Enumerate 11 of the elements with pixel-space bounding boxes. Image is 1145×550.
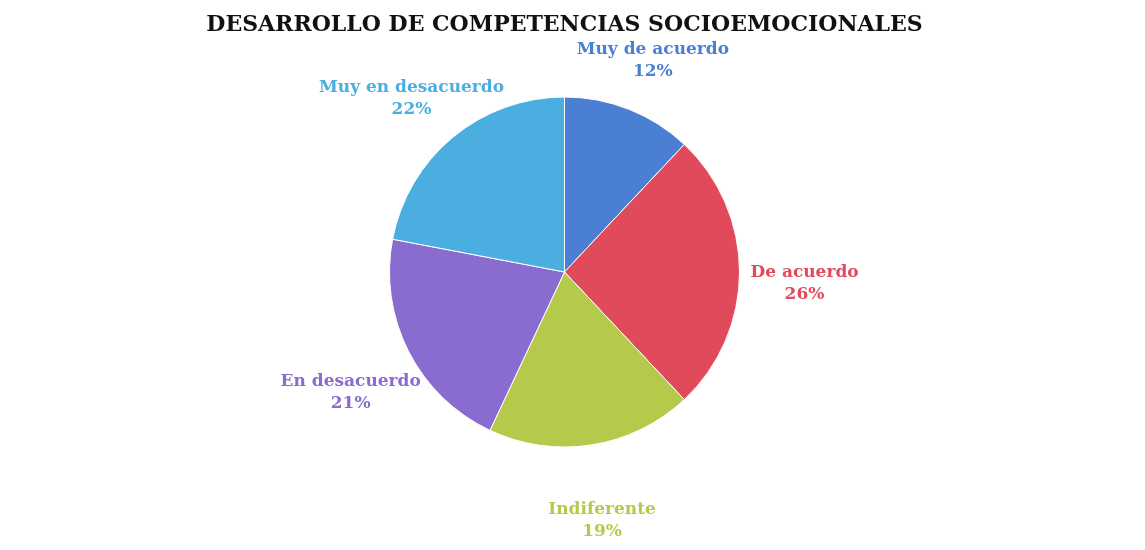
data-label: 19% [582, 520, 622, 541]
slice-label: Muy en desacuerdo [318, 76, 505, 97]
slice-label: Indiferente [548, 498, 657, 519]
slice-label: Muy de acuerdo [576, 37, 730, 58]
data-label: 26% [784, 283, 825, 303]
slice-label: De acuerdo [750, 261, 859, 281]
chart-title: DESARROLLO DE COMPETENCIAS SOCIOEMOCIONALES [206, 9, 923, 36]
slice-label: En desacuerdo [280, 369, 421, 390]
data-label: 12% [632, 59, 673, 80]
data-label: 22% [391, 98, 432, 119]
data-label: 21% [330, 391, 371, 412]
